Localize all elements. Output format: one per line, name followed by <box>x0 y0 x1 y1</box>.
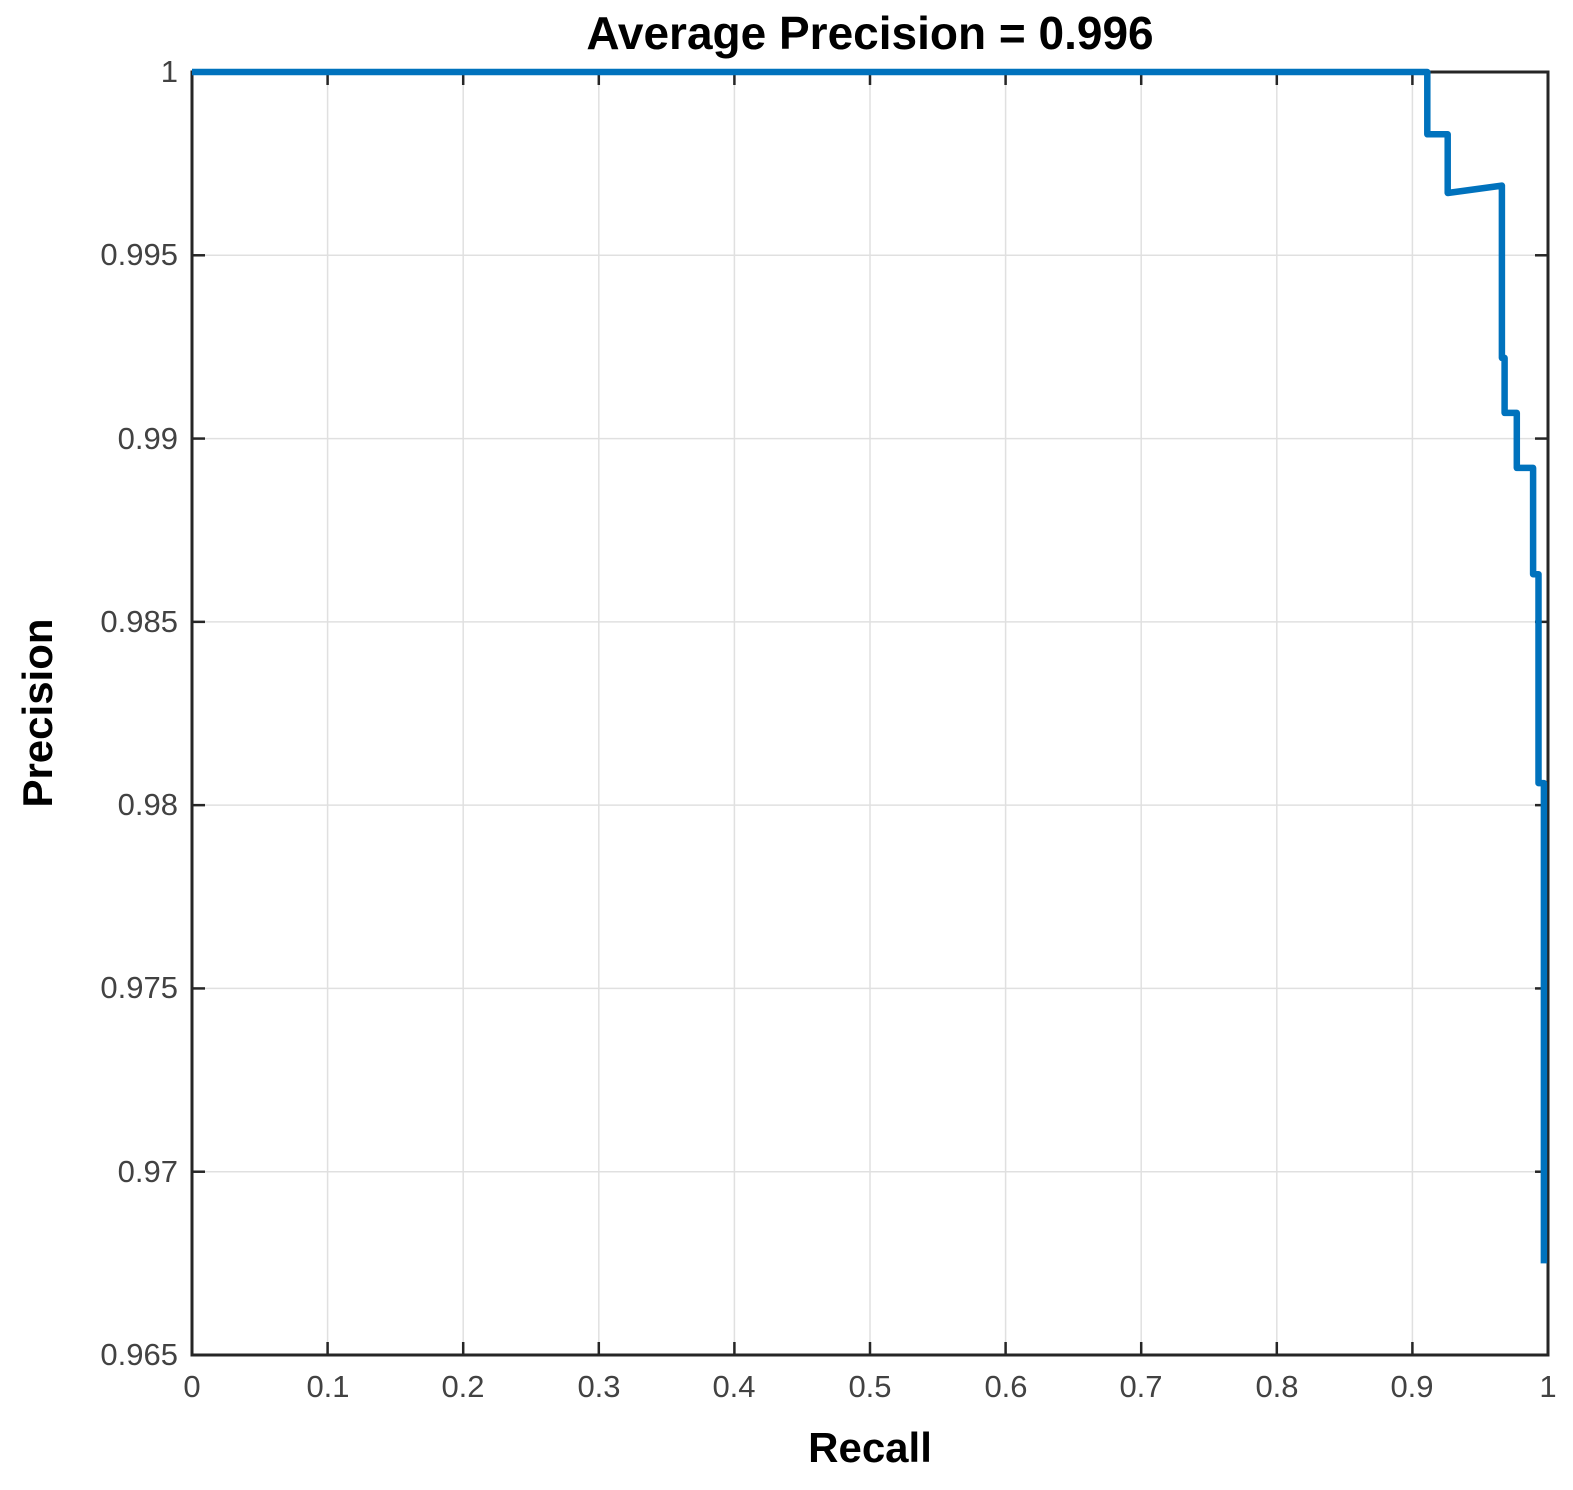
y-tick-label: 0.965 <box>100 1337 178 1372</box>
y-tick-label: 0.97 <box>117 1154 178 1189</box>
x-tick-label: 0.9 <box>1390 1369 1434 1404</box>
x-tick-label: 0.2 <box>441 1369 485 1404</box>
y-tick-label: 0.985 <box>100 604 178 639</box>
y-tick-label: 0.98 <box>117 787 178 822</box>
x-tick-label: 0.3 <box>577 1369 621 1404</box>
chart-title: Average Precision = 0.996 <box>586 7 1154 59</box>
pr-curve-line <box>192 68 1548 1264</box>
x-tick-label: 0 <box>183 1369 201 1404</box>
x-tick-label: 0.8 <box>1255 1369 1299 1404</box>
y-tick-label: 0.995 <box>100 237 178 272</box>
x-tick-label: 0.6 <box>984 1369 1028 1404</box>
x-tick-label: 1 <box>1539 1369 1557 1404</box>
y-tick-label: 1 <box>160 54 178 89</box>
x-tick-label: 0.7 <box>1119 1369 1163 1404</box>
x-tick-label: 0.4 <box>712 1369 756 1404</box>
y-tick-label: 0.975 <box>100 970 178 1005</box>
x-tick-label: 0.1 <box>306 1369 350 1404</box>
y-tick-label: 0.99 <box>117 421 178 456</box>
x-tick-label: 0.5 <box>848 1369 892 1404</box>
x-axis-label: Recall <box>808 1424 932 1471</box>
